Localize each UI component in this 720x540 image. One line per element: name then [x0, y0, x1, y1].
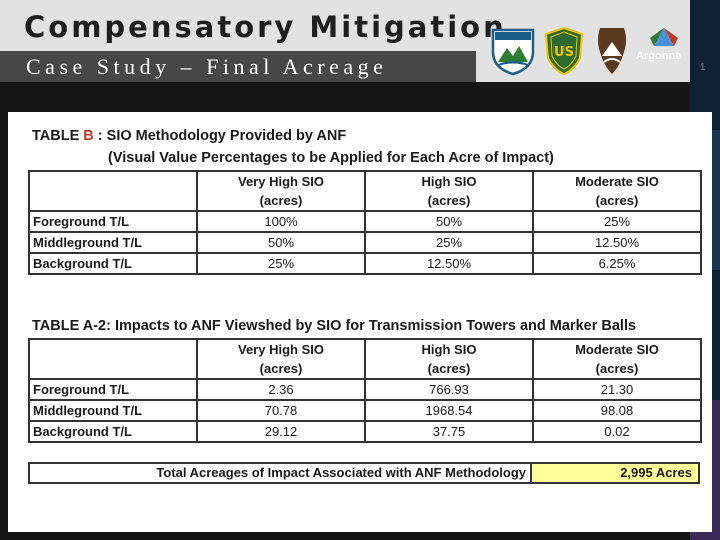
column-unit: (acres) — [532, 359, 702, 380]
page-number: 1 — [700, 62, 706, 73]
blm-logo-icon — [491, 28, 535, 76]
table-row: Background T/L 25% 12.50% 6.25% — [28, 252, 702, 275]
column-header: Very High SIO — [196, 338, 366, 359]
table-b-title-rest: : SIO Methodology Provided by ANF — [93, 128, 347, 144]
table-cell: 50% — [196, 231, 366, 254]
table-b-letter: B — [83, 128, 94, 144]
table-a2-corner — [28, 338, 198, 380]
table-a2-title: TABLE A-2: Impacts to ANF Viewshed by SI… — [32, 318, 637, 334]
row-label: Background T/L — [28, 420, 198, 443]
table-cell: 12.50% — [364, 252, 534, 275]
table-cell: 37.75 — [364, 420, 534, 443]
svg-text:US: US — [554, 45, 574, 60]
slide-content: TABLE B : SIO Methodology Provided by AN… — [8, 112, 712, 532]
table-cell: 6.25% — [532, 252, 702, 275]
row-label: Middleground T/L — [28, 399, 198, 422]
table-cell: 21.30 — [532, 378, 702, 401]
agency-logos: US Argonne — [490, 26, 690, 78]
table-row: Middleground T/L 50% 25% 12.50% — [28, 231, 702, 254]
table-b-subtitle: (Visual Value Percentages to be Applied … — [108, 150, 554, 166]
table-row: Foreground T/L 100% 50% 25% — [28, 210, 702, 233]
table-cell: 70.78 — [196, 399, 366, 422]
column-header: Moderate SIO — [532, 170, 702, 191]
column-unit: (acres) — [532, 191, 702, 212]
table-cell: 25% — [196, 252, 366, 275]
row-label: Middleground T/L — [28, 231, 198, 254]
column-unit: (acres) — [364, 191, 534, 212]
column-unit: (acres) — [364, 359, 534, 380]
table-cell: 100% — [196, 210, 366, 233]
argonne-logo-text: Argonne — [636, 50, 682, 62]
column-header: Moderate SIO — [532, 338, 702, 359]
slide-title: Compensatory Mitigation — [24, 10, 507, 44]
total-label: Total Acreages of Impact Associated with… — [30, 464, 532, 482]
table-b-title: TABLE B : SIO Methodology Provided by AN… — [32, 128, 346, 144]
table-cell: 98.08 — [532, 399, 702, 422]
row-label: Background T/L — [28, 252, 198, 275]
park-service-logo-icon — [598, 28, 626, 74]
sio-methodology-table: Very High SIO High SIO Moderate SIO (acr… — [28, 170, 702, 275]
column-header: High SIO — [364, 170, 534, 191]
slide-header: Compensatory Mitigation Case Study – Fin… — [0, 0, 690, 82]
table-cell: 50% — [364, 210, 534, 233]
argonne-logo-icon — [650, 28, 678, 46]
row-label: Foreground T/L — [28, 210, 198, 233]
column-header: Very High SIO — [196, 170, 366, 191]
forest-service-logo-icon: US — [544, 26, 584, 76]
table-cell: 2.36 — [196, 378, 366, 401]
row-label: Foreground T/L — [28, 378, 198, 401]
table-row: Background T/L 29.12 37.75 0.02 — [28, 420, 702, 443]
table-b-corner — [28, 170, 198, 212]
table-b-title-prefix: TABLE — [32, 128, 84, 144]
total-value: 2,995 Acres — [532, 464, 698, 482]
table-cell: 12.50% — [532, 231, 702, 254]
column-header: High SIO — [364, 338, 534, 359]
viewshed-impacts-table: Very High SIO High SIO Moderate SIO (acr… — [28, 338, 702, 443]
column-unit: (acres) — [196, 359, 366, 380]
table-cell: 1968.54 — [364, 399, 534, 422]
table-row: Foreground T/L 2.36 766.93 21.30 — [28, 378, 702, 401]
table-row: Middleground T/L 70.78 1968.54 98.08 — [28, 399, 702, 422]
table-cell: 766.93 — [364, 378, 534, 401]
total-acreage-row: Total Acreages of Impact Associated with… — [28, 462, 700, 484]
slide-subtitle: Case Study – Final Acreage — [26, 54, 388, 79]
table-cell: 29.12 — [196, 420, 366, 443]
subtitle-bar — [0, 51, 476, 82]
table-cell: 25% — [364, 231, 534, 254]
table-cell: 25% — [532, 210, 702, 233]
table-cell: 0.02 — [532, 420, 702, 443]
column-unit: (acres) — [196, 191, 366, 212]
